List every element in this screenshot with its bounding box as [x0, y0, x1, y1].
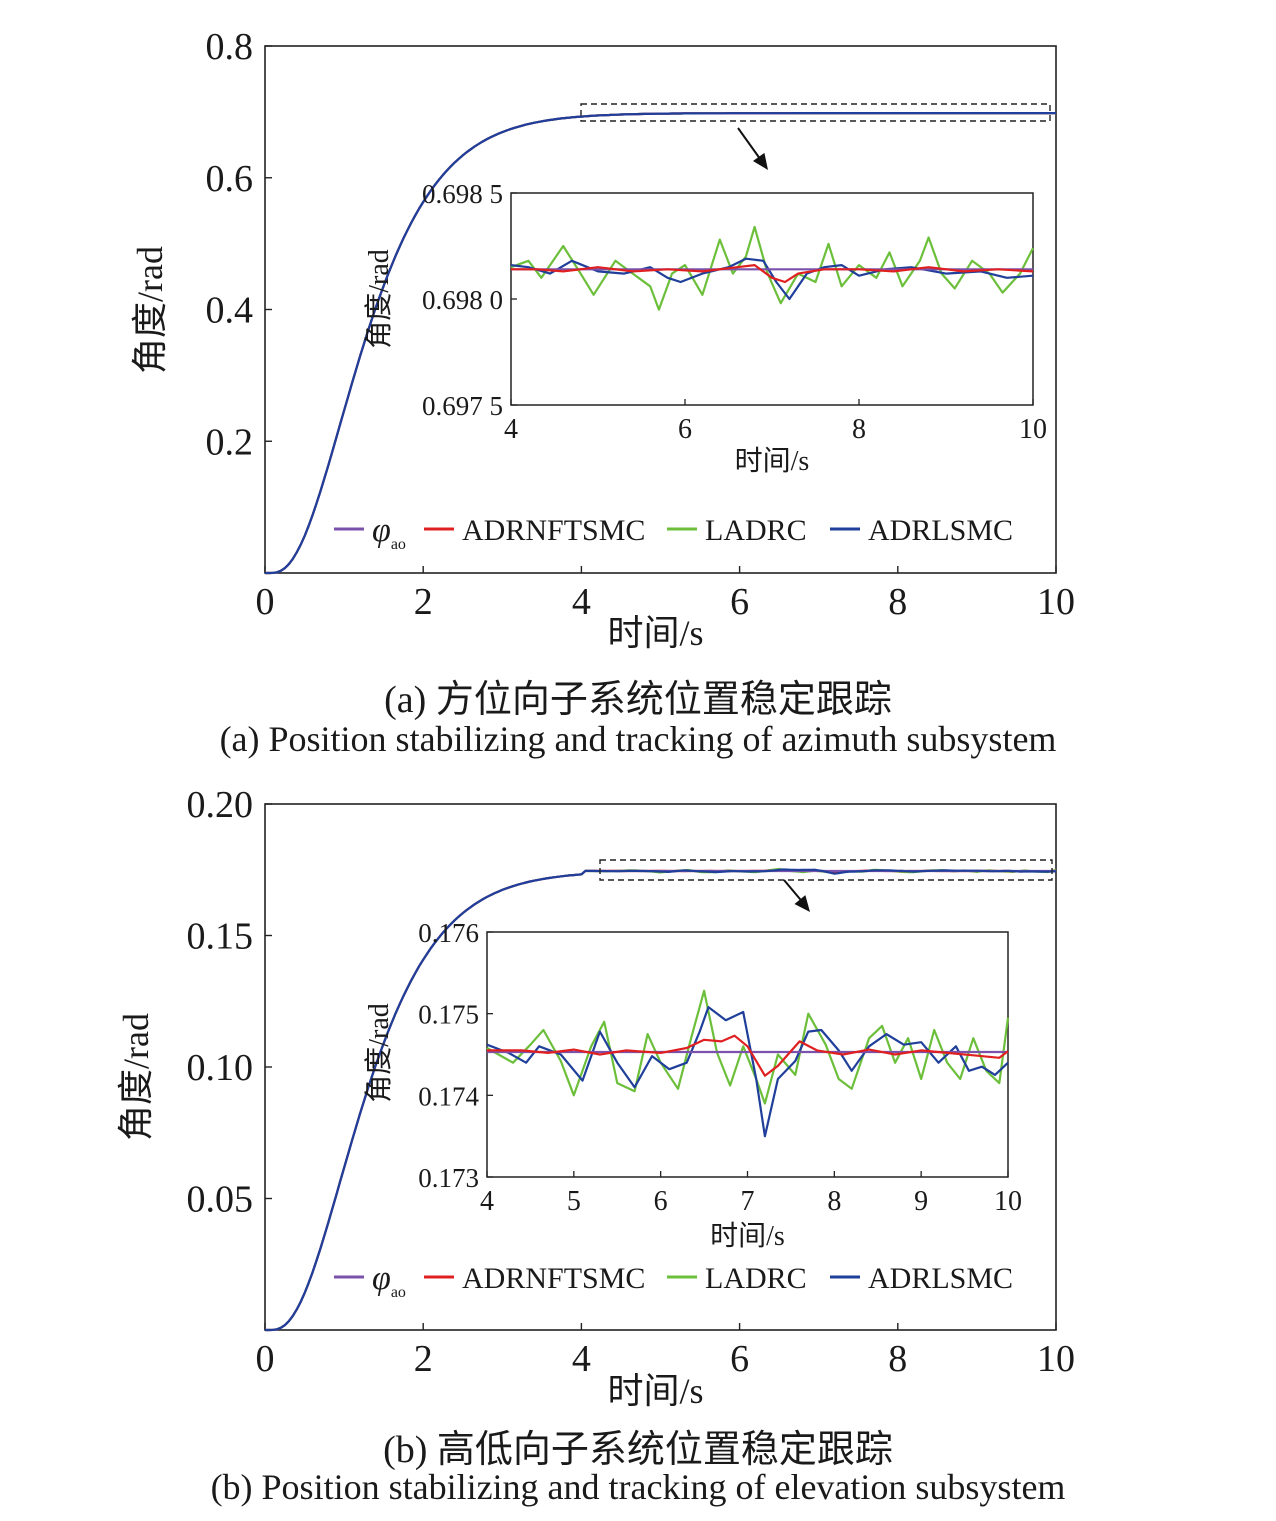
- chart-b-inset-y-tick-label: 0.174: [418, 1081, 479, 1111]
- chart-b-inset-y-tick-label: 0.176: [418, 918, 479, 948]
- chart-b-y-tick-label: 0.10: [187, 1047, 254, 1089]
- chart-a-y-axis-label: 角度/rad: [130, 246, 170, 374]
- chart-b-y-tick-label: 0.20: [187, 784, 254, 826]
- chart-a-y-tick-label: 0.4: [206, 290, 254, 332]
- chart-a-y-tick-label: 0.2: [206, 421, 254, 463]
- chart-a-zoom-arrow-head: [753, 152, 768, 170]
- chart-a-legend-label: ADRLSMC: [868, 514, 1013, 547]
- chart-a-inset-x-tick-label: 8: [852, 414, 866, 445]
- chart-a-inset-series-adrnftsmc-line: [511, 264, 1034, 284]
- chart-a-x-tick-label: 2: [414, 581, 433, 623]
- chart-b-x-tick-label: 8: [888, 1338, 907, 1380]
- chart-a-legend-label: LADRC: [705, 514, 807, 547]
- chart-a-y-tick-label: 0.6: [206, 158, 254, 200]
- chart-a-inset-plot-area: [510, 192, 1034, 406]
- chart-b-inset-x-axis-label: 时间/s: [710, 1220, 785, 1252]
- caption-b-chinese: (b) 高低向子系统位置稳定跟踪: [383, 1429, 893, 1471]
- chart-b-x-tick-label: 10: [1037, 1338, 1075, 1380]
- chart-b-inset-x-tick-label: 5: [567, 1186, 581, 1217]
- chart-a-inset-y-tick-label: 0.697 5: [422, 391, 503, 421]
- chart-a-inset-series-adrlsmc-line: [510, 257, 1034, 301]
- chart-b-x-tick-label: 2: [414, 1338, 433, 1380]
- chart-b-y-axis-label: 角度/rad: [116, 1013, 156, 1141]
- chart-a-zoom-region-box: [580, 103, 1051, 122]
- chart-a-x-tick-label: 4: [572, 581, 591, 623]
- chart-a-series-adrlsmc-line: [265, 112, 1056, 575]
- chart-a-x-tick-label: 8: [888, 581, 907, 623]
- chart-b-series-adrlsmc-line: [265, 868, 1057, 1332]
- chart-a-x-tick-label: 6: [730, 581, 749, 623]
- chart-b-inset-y-axis-label: 角度/rad: [363, 1003, 395, 1103]
- chart-b-y-tick-label: 0.15: [187, 916, 254, 958]
- chart-a-x-tick-label: 0: [256, 581, 275, 623]
- chart-b-x-tick-label: 0: [256, 1338, 275, 1380]
- chart-b-x-tick-label: 4: [572, 1338, 591, 1380]
- chart-a-inset-y-axis-label: 角度/rad: [363, 249, 395, 349]
- chart-b-inset-series-adrnftsmc-line: [487, 1034, 1009, 1077]
- caption-a-english: (a) Position stabilizing and tracking of…: [219, 719, 1057, 759]
- chart-a-inset-y-tick-label: 0.698 0: [422, 285, 503, 315]
- chart-b-legend-label: φao: [372, 1260, 406, 1301]
- chart-b-inset-x-tick-label: 4: [480, 1186, 494, 1217]
- chart-b-inset-y-tick-label: 0.173: [418, 1163, 479, 1193]
- chart-a-inset-x-tick-label: 6: [678, 414, 692, 445]
- chart-a-inset-x-tick-label: 4: [504, 414, 518, 445]
- chart-a-legend-label: φao: [372, 512, 406, 553]
- chart-b-legend-label: ADRLSMC: [868, 1262, 1013, 1295]
- chart-a-inset-series-ladrc-line: [510, 225, 1034, 311]
- caption-a-chinese: (a) 方位向子系统位置稳定跟踪: [384, 679, 892, 721]
- chart-b-legend-label: LADRC: [705, 1262, 807, 1295]
- chart-b-x-axis-label: 时间/s: [607, 1371, 703, 1411]
- chart-a-x-axis-label: 时间/s: [607, 613, 703, 653]
- chart-b-inset-series-ladrc-line: [486, 989, 1010, 1105]
- chart-b-inset-x-tick-label: 6: [654, 1186, 668, 1217]
- chart-b-inset-x-tick-label: 9: [914, 1186, 928, 1217]
- chart-b-inset-y-tick-label: 0.175: [418, 1000, 479, 1030]
- chart-a-inset-y-tick-label: 0.698 5: [422, 179, 503, 209]
- chart-a-y-tick-label: 0.8: [206, 26, 254, 68]
- chart-a-inset-x-axis-label: 时间/s: [735, 445, 810, 477]
- chart-b-zoom-region-box: [599, 859, 1053, 881]
- chart-b-inset-x-tick-label: 10: [994, 1186, 1022, 1217]
- chart-a-legend-label: ADRNFTSMC: [462, 514, 645, 547]
- chart-b-legend-label: ADRNFTSMC: [462, 1262, 645, 1295]
- caption-b-english: (b) Position stabilizing and tracking of…: [210, 1467, 1066, 1507]
- chart-b-y-tick-label: 0.05: [187, 1179, 254, 1221]
- chart-a-x-tick-label: 10: [1037, 581, 1075, 623]
- chart-b-zoom-arrow-head: [794, 895, 810, 912]
- chart-b-x-tick-label: 6: [730, 1338, 749, 1380]
- chart-a-inset-x-tick-label: 10: [1019, 414, 1047, 445]
- chart-b-inset-x-tick-label: 8: [827, 1186, 841, 1217]
- chart-b-inset-x-tick-label: 7: [741, 1186, 755, 1217]
